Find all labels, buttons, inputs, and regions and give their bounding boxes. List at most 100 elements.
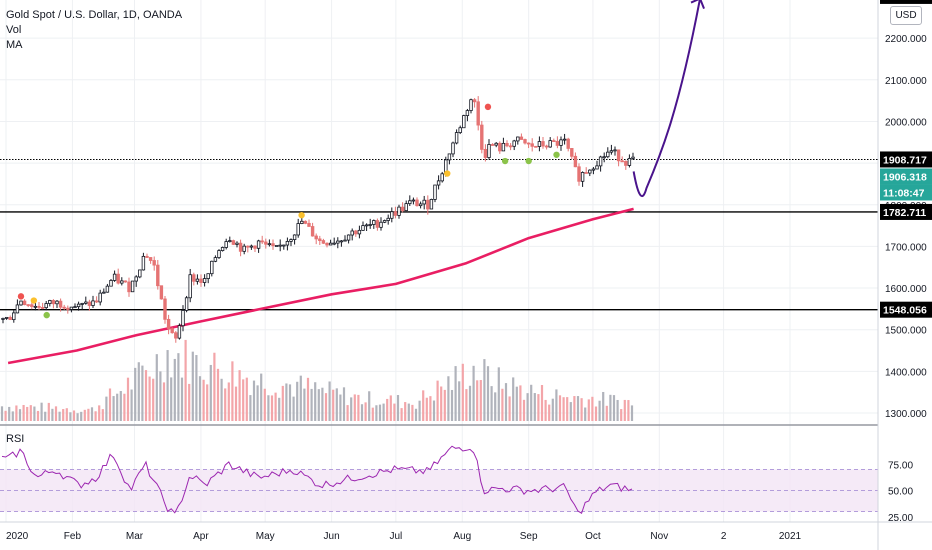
volume-bar xyxy=(112,396,115,421)
volume-bar xyxy=(191,351,194,421)
candles xyxy=(1,96,635,343)
candle-body xyxy=(559,139,563,146)
volume-bar xyxy=(195,355,198,421)
volume-bar xyxy=(400,408,403,421)
candle-body xyxy=(483,148,488,158)
volume-bar xyxy=(303,388,306,421)
candle-body xyxy=(102,291,106,294)
time-tick-label: Apr xyxy=(193,531,209,542)
candle-body xyxy=(555,140,560,146)
candle-body xyxy=(69,306,74,310)
candle-body xyxy=(487,144,491,158)
signal-dot xyxy=(43,311,50,319)
candle-body xyxy=(307,222,311,227)
candle-body xyxy=(246,245,250,248)
rsi-band xyxy=(0,469,878,512)
candle-body xyxy=(278,244,282,247)
candle-body xyxy=(220,247,225,251)
signal-dot xyxy=(484,103,492,111)
candle-body xyxy=(426,199,430,210)
candle-body xyxy=(451,142,455,155)
volume-bar xyxy=(357,394,360,421)
volume-bar xyxy=(141,365,144,421)
level-price-badge-bg xyxy=(880,301,932,318)
chart-grid xyxy=(0,0,932,523)
candle-body xyxy=(418,203,423,207)
candle-body xyxy=(490,144,495,146)
candle-body xyxy=(346,234,351,241)
volume-bar xyxy=(123,393,126,421)
candle-body xyxy=(566,138,570,149)
volume-bar xyxy=(321,387,324,421)
volume-bar xyxy=(278,397,281,421)
candle-body xyxy=(300,220,304,224)
horizontal-levels[interactable] xyxy=(0,0,878,311)
vol-indicator-label[interactable]: Vol xyxy=(6,24,22,36)
volume-bar xyxy=(476,380,479,421)
volume-bar xyxy=(198,376,202,421)
volume-bar xyxy=(548,404,551,421)
currency-badge[interactable]: USD xyxy=(890,6,922,25)
signal-dots xyxy=(17,103,560,319)
candle-body xyxy=(609,150,614,153)
candle-body xyxy=(364,224,369,227)
volume-bar xyxy=(411,404,414,421)
volume-bar xyxy=(249,395,252,421)
candle-body xyxy=(393,211,398,216)
candle-body xyxy=(98,292,102,303)
level-price-badge: 1548.056 xyxy=(883,305,927,317)
rsi-pane-label[interactable]: RSI xyxy=(6,433,25,445)
volume-bar xyxy=(533,393,536,421)
volume-bar xyxy=(213,352,216,421)
candle-body xyxy=(19,300,23,306)
candle-body xyxy=(87,301,92,306)
volume-bar xyxy=(576,396,580,421)
volume-bar xyxy=(537,394,540,421)
volume-bar xyxy=(206,384,209,421)
volume-bar xyxy=(483,359,486,421)
candle-body xyxy=(616,149,621,162)
volume-bar xyxy=(267,395,270,421)
projection-arrow[interactable] xyxy=(632,0,705,198)
volume-bar xyxy=(335,388,338,421)
candle-body xyxy=(156,264,160,287)
volume-bar xyxy=(551,398,554,421)
volume-bar xyxy=(573,396,576,421)
candle-body xyxy=(526,142,531,145)
candle-body xyxy=(285,241,290,246)
volume-bar xyxy=(224,388,227,421)
volume-bar xyxy=(252,380,256,421)
volume-bar xyxy=(591,396,594,421)
volume-bar xyxy=(429,396,432,421)
volume-bar xyxy=(494,392,497,421)
candle-body xyxy=(501,142,506,152)
countdown-badge-bg xyxy=(880,184,932,201)
volume-bar xyxy=(72,410,76,421)
candle-body xyxy=(274,245,279,247)
candle-body xyxy=(184,297,189,311)
volume-bar xyxy=(350,397,353,421)
time-tick-label: Sep xyxy=(520,531,538,542)
volume-bar xyxy=(389,395,392,421)
volume-bar xyxy=(15,405,18,421)
volume-bar xyxy=(609,394,612,421)
candle-body xyxy=(433,184,437,200)
candle-body xyxy=(138,269,142,278)
candle-body xyxy=(80,302,84,305)
moving-average xyxy=(7,207,634,365)
symbol-title[interactable]: Gold Spot / U.S. Dollar, 1D, OANDA xyxy=(6,9,183,21)
volume-bar xyxy=(414,408,418,421)
rsi-tick-label: 25.00 xyxy=(888,513,913,524)
ma-indicator-label[interactable]: MA xyxy=(6,39,23,51)
rsi-tick-label: 75.00 xyxy=(888,460,913,471)
volume-bar xyxy=(47,402,50,421)
volume-bar xyxy=(134,367,137,421)
candle-body xyxy=(552,140,556,142)
volume-bar xyxy=(497,367,500,421)
signal-dot xyxy=(501,157,509,165)
volume-bar xyxy=(386,398,389,421)
price-tick-label: 2000.000 xyxy=(885,117,927,128)
volume-bar xyxy=(8,406,11,421)
candle-body xyxy=(33,305,38,308)
